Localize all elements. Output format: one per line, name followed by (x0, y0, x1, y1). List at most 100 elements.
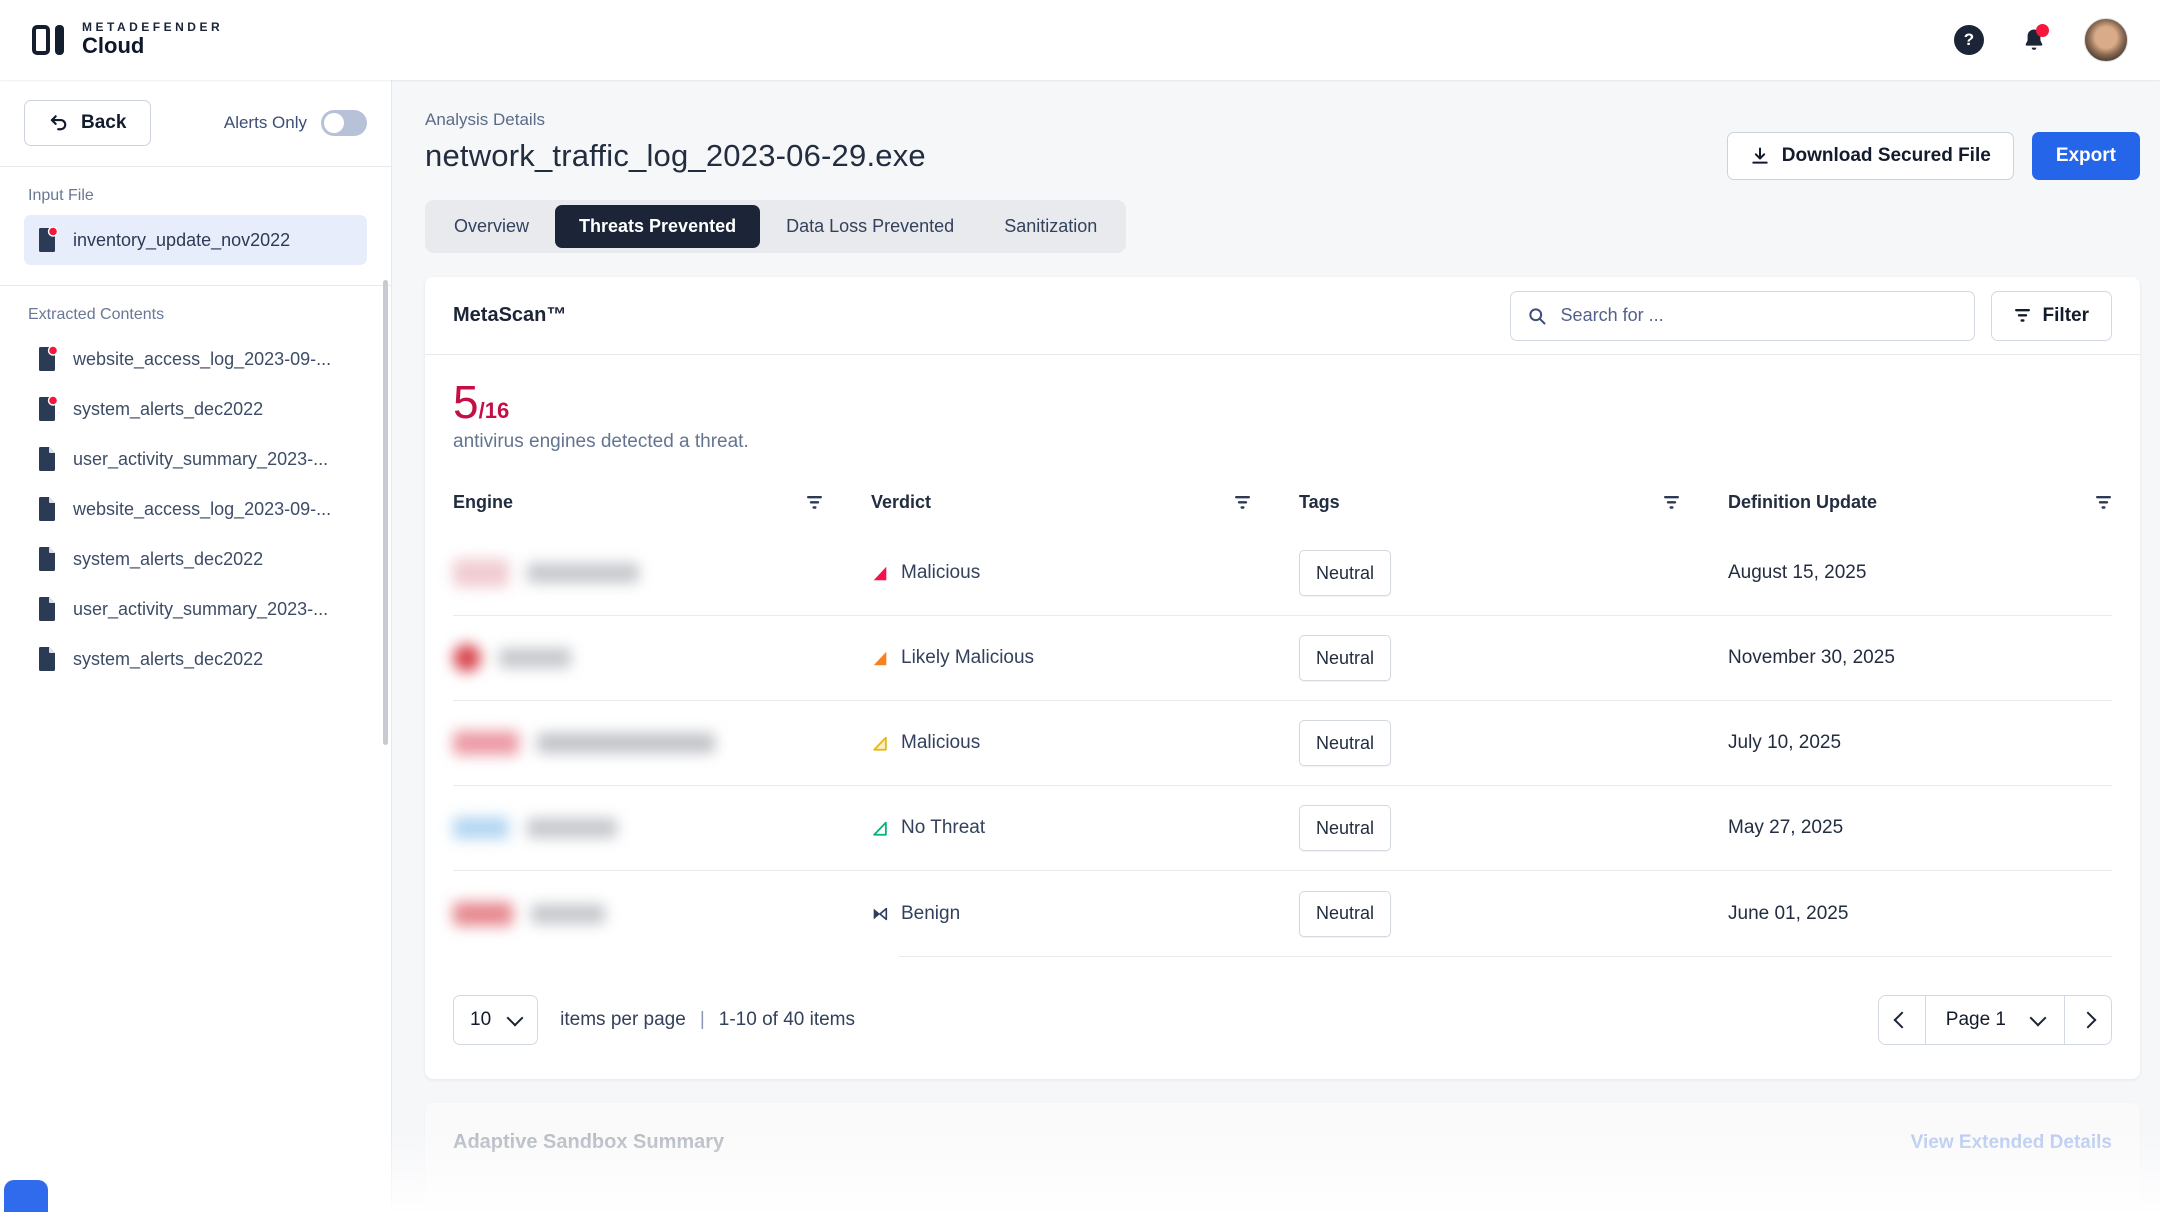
sidebar-item-extracted-5[interactable]: user_activity_summary_2023-... (24, 584, 367, 634)
file-alert-icon (36, 396, 58, 422)
file-icon (36, 546, 58, 572)
engine-logo-blurred (453, 731, 519, 755)
file-name: user_activity_summary_2023-... (73, 448, 329, 469)
divider (0, 285, 391, 286)
engine-name-blurred (531, 903, 605, 924)
download-label: Download Secured File (1781, 145, 1991, 166)
filter-lines-icon (2014, 308, 2030, 322)
engine-cell-redacted (453, 559, 871, 587)
sidebar-item-extracted-0[interactable]: website_access_log_2023-09-... (24, 334, 367, 384)
download-secured-file-button[interactable]: Download Secured File (1726, 132, 2014, 180)
engine-cell-redacted (453, 817, 871, 839)
brand-cloud: Cloud (82, 33, 145, 59)
file-alert-icon (36, 227, 58, 253)
verdict-label: No Threat (901, 817, 986, 838)
metascan-title: MetaScan™ (453, 304, 567, 326)
user-avatar[interactable] (2084, 18, 2128, 62)
column-filter-icon[interactable] (2095, 495, 2112, 510)
extracted-contents-heading: Extracted Contents (28, 306, 165, 323)
filter-label: Filter (2042, 304, 2089, 326)
breadcrumb: Analysis Details (425, 110, 545, 129)
table-row[interactable]: Benign Neutral June 01, 2025 (453, 871, 2112, 956)
undo-arrow-icon (50, 115, 67, 131)
search-box[interactable] (1509, 290, 1975, 341)
export-label: Export (2055, 145, 2116, 166)
tag-badge[interactable]: Neutral (1299, 890, 1392, 937)
chevron-right-icon (2079, 1011, 2097, 1029)
tag-badge[interactable]: Neutral (1299, 550, 1392, 596)
page-select[interactable]: Page 1 (1924, 996, 2065, 1044)
export-button[interactable]: Export (2031, 132, 2140, 180)
verdict-malicious-icon (873, 566, 887, 581)
engine-name-blurred (527, 818, 617, 838)
definition-update-date: August 15, 2025 (1728, 562, 1867, 583)
table-row[interactable]: Malicious Neutral August 15, 2025 (453, 531, 2112, 616)
definition-update-date: June 01, 2025 (1728, 902, 1849, 924)
page-label: Page 1 (1945, 1009, 2006, 1030)
column-header-verdict: Verdict (871, 492, 1299, 513)
tab-overview[interactable]: Overview (454, 216, 530, 236)
back-button[interactable]: Back (24, 100, 152, 146)
file-icon (36, 646, 58, 672)
table-row[interactable]: Likely Malicious Neutral November 30, 20… (453, 616, 2112, 701)
brand-logo[interactable]: METADEFENDER Cloud (32, 20, 223, 59)
tab-threats-prevented[interactable]: Threats Prevented (555, 205, 761, 248)
sidebar-item-extracted-6[interactable]: system_alerts_dec2022 (24, 634, 367, 684)
pagination-bar: 10 items per page | 1-10 of 40 items Pag… (425, 957, 2140, 1079)
items-per-page-label: items per page (560, 1009, 686, 1030)
engine-cell-redacted (453, 644, 871, 672)
sidebar-item-input-file[interactable]: inventory_update_nov2022 (24, 215, 367, 265)
verdict-benign-icon (873, 907, 888, 920)
notifications-bell-icon[interactable] (2020, 24, 2049, 54)
definition-update-date: May 27, 2025 (1728, 817, 1844, 838)
back-label: Back (81, 112, 127, 133)
tag-badge[interactable]: Neutral (1299, 805, 1392, 851)
column-header-engine: Engine (453, 492, 871, 513)
tag-badge[interactable]: Neutral (1299, 720, 1392, 766)
search-input[interactable] (1558, 304, 1958, 327)
column-header-tags: Tags (1299, 492, 1728, 513)
engine-logo-blurred (453, 644, 481, 672)
notification-dot (2036, 24, 2049, 37)
file-name: system_alerts_dec2022 (73, 398, 264, 419)
verdict-no-threat-icon (873, 821, 887, 836)
detected-count: 5 (453, 376, 479, 428)
verdict-label: Malicious (901, 562, 981, 583)
download-icon (1752, 147, 1768, 164)
table-row[interactable]: Malicious Neutral July 10, 2025 (453, 701, 2112, 786)
page-title: network_traffic_log_2023-06-29.exe (425, 138, 926, 173)
tag-badge[interactable]: Neutral (1299, 635, 1392, 681)
next-page-button[interactable] (2065, 996, 2111, 1044)
chat-launcher[interactable] (4, 1180, 48, 1212)
column-filter-icon[interactable] (806, 495, 823, 510)
page-size-select[interactable]: 10 (453, 995, 539, 1045)
tab-data-loss-prevented[interactable]: Data Loss Prevented (786, 216, 955, 236)
engine-name-blurred (537, 733, 715, 753)
page-navigation: Page 1 (1877, 995, 2112, 1045)
sidebar-item-extracted-2[interactable]: user_activity_summary_2023-... (24, 434, 367, 484)
previous-page-button[interactable] (1879, 996, 1925, 1044)
top-bar: METADEFENDER Cloud ? (0, 0, 2160, 80)
tab-bar: Overview Threats Prevented Data Loss Pre… (425, 200, 1127, 253)
alerts-only-toggle[interactable] (321, 110, 367, 136)
sidebar-scrollbar[interactable] (383, 280, 388, 745)
tab-sanitization[interactable]: Sanitization (1004, 216, 1098, 236)
sidebar-item-extracted-4[interactable]: system_alerts_dec2022 (24, 534, 367, 584)
detection-summary: 5 /16 antivirus engines detected a threa… (425, 355, 2140, 463)
column-filter-icon[interactable] (1663, 495, 1680, 510)
help-icon[interactable]: ? (1954, 25, 1984, 55)
engine-logo-blurred (453, 559, 509, 587)
column-filter-icon[interactable] (1234, 495, 1251, 510)
opswat-logo-icon (32, 23, 66, 57)
definition-update-date: July 10, 2025 (1728, 732, 1842, 753)
engine-logo-blurred (453, 901, 513, 926)
search-icon (1528, 307, 1546, 324)
partial-row-divider (899, 956, 2112, 957)
view-extended-details-link[interactable]: View Extended Details (1910, 1131, 2112, 1153)
sidebar-item-extracted-3[interactable]: website_access_log_2023-09-... (24, 484, 367, 534)
range-label: 1-10 of 40 items (718, 1009, 856, 1030)
filter-button[interactable]: Filter (1990, 290, 2112, 341)
sidebar-item-extracted-1[interactable]: system_alerts_dec2022 (24, 384, 367, 434)
table-row[interactable]: No Threat Neutral May 27, 2025 (453, 786, 2112, 871)
